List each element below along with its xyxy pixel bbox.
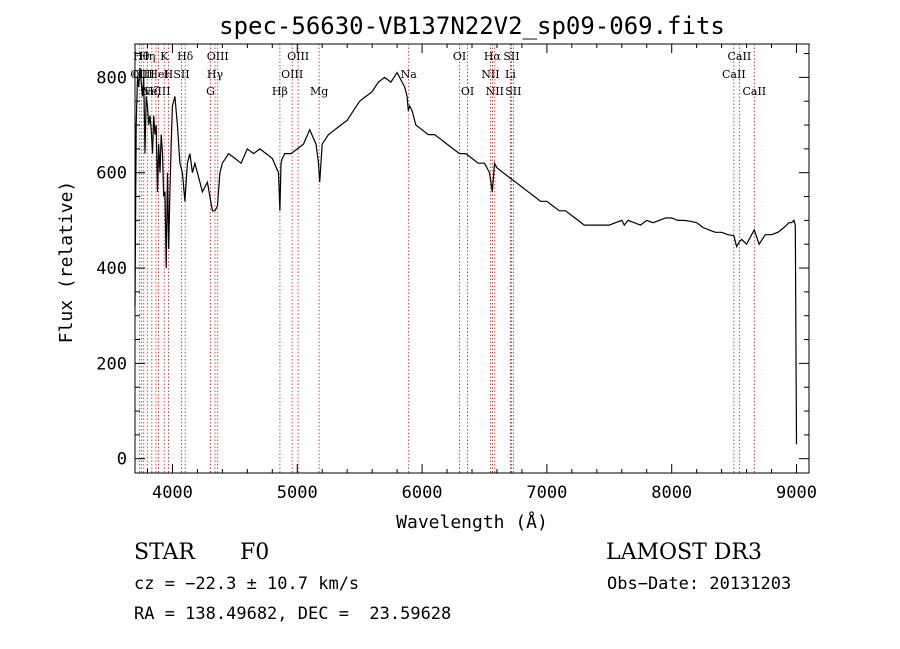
y-tick-label: 400: [96, 259, 127, 279]
line-label: SII: [503, 50, 519, 63]
line-label: CaII: [722, 68, 746, 81]
line-label: H: [164, 68, 174, 81]
line-label: K: [160, 50, 169, 63]
line-label: SII: [505, 85, 521, 98]
object-class: STAR: [134, 540, 195, 565]
y-axis-label: Flux (relative): [56, 181, 77, 344]
redshift-cz: cz = −22.3 ± 10.7 km/s: [134, 574, 360, 594]
line-label: OIII: [287, 50, 309, 63]
line-label: Hα: [484, 50, 502, 63]
line-label: CaII: [742, 85, 766, 98]
line-label: OIII: [281, 68, 303, 81]
x-tick-label: 4000: [152, 483, 193, 503]
emission-line-markers: [138, 44, 755, 473]
line-label: Hβ: [272, 85, 288, 98]
line-label: Mg: [310, 85, 328, 98]
line-label: OI: [461, 85, 474, 98]
chart-title: spec-56630-VB137N22V2_sp09-069.fits: [219, 12, 725, 40]
line-label: Hζ: [144, 85, 160, 98]
ra-dec: RA = 138.49682, DEC = 23.59628: [134, 604, 452, 624]
x-tick-label: 8000: [651, 483, 692, 503]
x-tick-label: 5000: [277, 483, 318, 503]
line-label: Hγ: [207, 68, 224, 81]
line-label: NeIII: [141, 85, 170, 98]
y-tick-label: 200: [96, 354, 127, 374]
line-label: HeI: [148, 68, 168, 81]
line-label: G: [206, 85, 215, 98]
y-tick-label: 0: [117, 450, 127, 470]
y-ticks: 0 200 400 600 800: [96, 53, 809, 470]
obs-date: Obs−Date: 20131203: [607, 574, 792, 594]
line-label: NII: [481, 68, 499, 81]
line-label: SII: [173, 68, 189, 81]
y-tick-label: 800: [96, 68, 127, 88]
line-label: OI: [453, 50, 466, 63]
line-label: NII: [486, 85, 504, 98]
subclass: F0: [240, 540, 270, 565]
x-ticks: 4000 5000 6000 7000 8000 9000: [146, 44, 817, 503]
plot-frame: [134, 43, 810, 474]
survey-name: LAMOST DR3: [606, 540, 762, 565]
line-label: Hη: [139, 50, 155, 63]
line-label: Hδ: [177, 50, 194, 63]
line-label: CaII: [728, 50, 752, 63]
line-label: OIII: [207, 50, 229, 63]
x-tick-label: 7000: [526, 483, 567, 503]
spectrum-line: [134, 67, 798, 445]
x-axis-label: Wavelength (Å): [396, 511, 548, 533]
line-label: Li: [505, 68, 516, 81]
line-label: Na: [401, 68, 418, 81]
y-tick-label: 600: [96, 164, 127, 184]
x-tick-label: 6000: [402, 483, 443, 503]
x-tick-label: 9000: [776, 483, 817, 503]
